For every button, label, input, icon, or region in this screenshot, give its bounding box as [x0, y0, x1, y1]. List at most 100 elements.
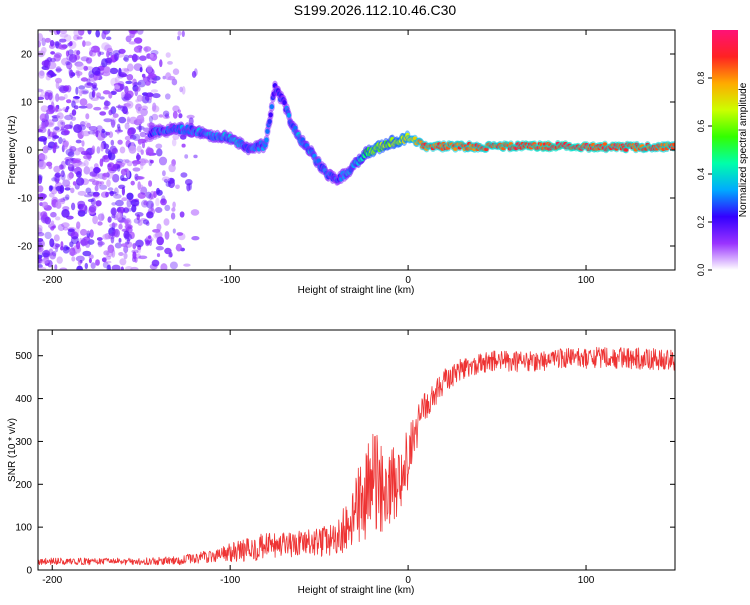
heatmap-noise-cell [116, 207, 121, 212]
heatmap-noise-cell [107, 187, 114, 191]
heatmap-noise-cell [42, 146, 49, 154]
heatmap-noise-cell [175, 184, 180, 190]
heatmap-noise-cell [100, 142, 104, 152]
heatmap-noise-cell [38, 267, 47, 270]
spectrogram-x-ticks: -200 -100 0 100 [42, 30, 595, 286]
heatmap-noise-cell [80, 239, 89, 246]
heatmap-noise-cell [89, 47, 94, 52]
heatmap-ridge-cell [265, 128, 270, 134]
heatmap-noise-cell [99, 111, 107, 116]
heatmap-noise-cell [110, 207, 117, 216]
heatmap-noise-cell [95, 259, 100, 266]
heatmap-noise-cell [126, 100, 134, 109]
heatmap-noise-cell [59, 33, 69, 38]
heatmap-noise-cell [60, 121, 64, 125]
heatmap-noise-cell [136, 246, 142, 254]
spectrogram-y-tick-label: 0 [26, 146, 32, 157]
heatmap-noise-cell [123, 57, 129, 61]
heatmap-noise-cell [87, 30, 92, 35]
heatmap-noise-cell [117, 81, 125, 87]
heatmap-noise-cell [133, 162, 137, 167]
spectrogram-x-tick-label: 0 [405, 275, 411, 286]
heatmap-noise-cell [38, 254, 43, 259]
heatmap-noise-cell [191, 236, 200, 241]
heatmap-noise-cell [136, 30, 144, 35]
heatmap-noise-cell [84, 41, 92, 46]
snr-x-ticks: -200 -100 0 100 [42, 330, 595, 586]
heatmap-noise-cell [96, 92, 101, 98]
heatmap-noise-cell [124, 135, 132, 141]
heatmap-noise-cell [102, 261, 109, 269]
heatmap-noise-cell [41, 252, 50, 258]
heatmap-noise-cell [168, 163, 176, 173]
snr-y-label: SNR (10 * v/v) [7, 418, 18, 482]
heatmap-noise-cell [59, 86, 68, 94]
heatmap-noise-cell [137, 79, 146, 88]
heatmap-noise-cell [162, 110, 170, 117]
heatmap-noise-cell [120, 266, 124, 270]
heatmap-noise-cell [99, 181, 105, 185]
heatmap-noise-cell [55, 243, 61, 248]
heatmap-noise-cell [123, 93, 132, 101]
heatmap-noise-cell [108, 109, 113, 116]
heatmap-noise-cell [104, 260, 112, 264]
heatmap-noise-cell [39, 94, 45, 98]
heatmap-noise-cell [153, 191, 157, 198]
heatmap-noise-cell [62, 141, 68, 150]
heatmap-noise-cell [41, 60, 50, 67]
heatmap-noise-cell [122, 159, 127, 165]
heatmap-noise-cell [88, 91, 94, 100]
heatmap-ridge-cell [268, 112, 273, 118]
heatmap-noise-cell [68, 54, 78, 63]
heatmap-noise-cell [150, 159, 154, 164]
heatmap-noise-cell [133, 218, 141, 224]
heatmap-noise-cell [152, 102, 157, 112]
heatmap-noise-cell [67, 163, 75, 172]
heatmap-noise-cell [130, 180, 135, 186]
heatmap-noise-cell [72, 181, 77, 186]
heatmap-noise-cell [84, 262, 89, 270]
heatmap-noise-cell [65, 184, 71, 189]
heatmap-noise-cell [90, 262, 96, 269]
heatmap-noise-cell [78, 30, 85, 36]
heatmap-noise-cell [97, 221, 103, 226]
heatmap-noise-cell [68, 250, 76, 256]
heatmap-noise-cell [118, 162, 126, 167]
heatmap-noise-cell [50, 73, 57, 77]
heatmap-noise-cell [118, 184, 126, 189]
heatmap-noise-cell [59, 172, 64, 176]
heatmap-noise-cell [78, 88, 83, 97]
heatmap-noise-cell [115, 105, 125, 109]
heatmap-noise-cell [89, 49, 93, 57]
heatmap-noise-cell [107, 216, 112, 223]
heatmap-noise-cell [58, 96, 66, 101]
heatmap-noise-cell [84, 82, 94, 89]
snr-x-tick-label: 100 [578, 575, 595, 586]
heatmap-noise-cell [57, 223, 65, 232]
heatmap-noise-cell [76, 50, 81, 56]
colorbar-tick-label: 0.0 [696, 264, 706, 277]
chart-title: S199.2026.112.10.46.C30 [294, 2, 457, 18]
heatmap-noise-cell [172, 228, 176, 234]
heatmap-noise-cell [77, 162, 86, 167]
heatmap-noise-cell [148, 73, 157, 79]
heatmap-noise-cell [106, 36, 112, 41]
snr-frame [37, 329, 676, 571]
heatmap-noise-cell [181, 30, 185, 37]
heatmap-noise-cell [170, 212, 176, 220]
heatmap-noise-cell [66, 106, 70, 110]
heatmap-ridge-cell [672, 142, 675, 147]
heatmap-noise-cell [57, 198, 66, 203]
heatmap-noise-cell [74, 96, 79, 100]
heatmap-noise-cell [164, 113, 170, 119]
heatmap-noise-cell [143, 200, 148, 206]
heatmap-noise-cell [77, 190, 87, 196]
heatmap-noise-cell [117, 126, 121, 132]
heatmap-noise-cell [118, 223, 123, 230]
heatmap-noise-cell [88, 205, 97, 213]
heatmap-noise-cell [99, 96, 105, 100]
heatmap-noise-cell [90, 45, 100, 53]
heatmap-noise-cell [140, 149, 144, 155]
heatmap-noise-cell [93, 166, 101, 174]
